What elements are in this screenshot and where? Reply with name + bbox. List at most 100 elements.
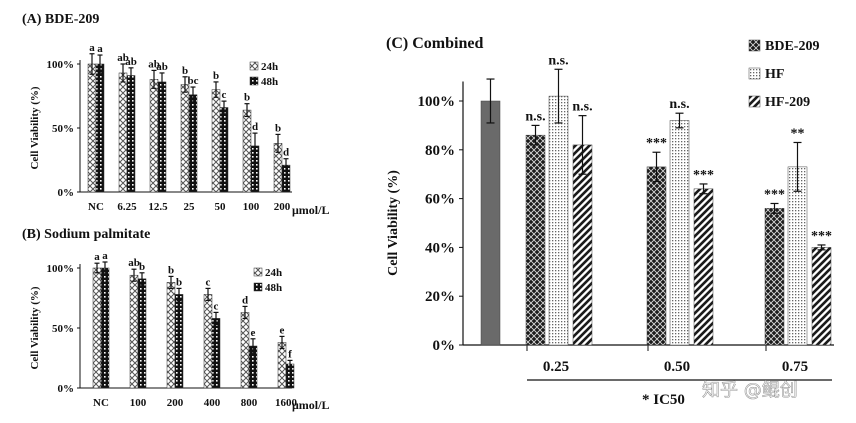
significance-label: d [283,147,289,159]
significance-label: e [280,324,285,336]
significance-label: ab [117,52,129,64]
x-tick-label: NC [88,201,104,213]
bar [277,342,287,389]
significance-label: b [244,92,250,104]
bar [166,282,176,389]
y-tick-label: 100% [47,59,75,71]
bar [525,134,546,346]
x-tick-label: 400 [204,397,221,409]
x-tick-label: 800 [241,397,258,409]
bar [137,278,147,389]
y-tick-label: 0% [433,338,456,354]
x-tick-label: 100 [243,201,260,213]
panel-a-ylabel: Cell Viability (%) [29,86,41,169]
bar [118,72,128,193]
y-tick-label: 100% [418,94,456,110]
panel-c-xlabel: * IC50 [642,392,685,408]
x-tick-label: 50 [215,201,227,213]
significance-label: b [139,261,145,273]
bar [548,95,569,346]
y-tick-label: 60% [425,192,455,208]
panel-a-xunit: μmol/L [292,203,329,217]
significance-label: *** [764,187,785,202]
y-tick-label: 40% [425,240,455,256]
x-tick-label: 25 [184,201,196,213]
bar [180,84,190,193]
x-tick-label: 200 [167,397,184,409]
significance-label: n.s. [548,53,568,68]
bar [572,144,593,346]
significance-label: b [182,65,188,77]
significance-label: *** [693,168,714,183]
bar [211,318,221,389]
significance-label: a [89,42,95,54]
significance-label: n.s. [572,100,592,115]
bar [240,312,250,389]
y-tick-label: 0% [58,187,75,199]
significance-label: d [252,121,258,133]
legend-label: BDE-209 [765,39,819,54]
y-tick-label: 0% [58,383,75,395]
legend-label: 48h [261,76,278,88]
significance-label: a [102,250,108,262]
significance-label: b [176,276,182,288]
bar [787,166,808,346]
legend-swatch [249,61,259,71]
x-tick-label: 0.50 [664,359,690,375]
legend-swatch [748,39,761,52]
bar [126,75,136,193]
x-tick-label: NC [93,397,109,409]
bar [203,294,213,389]
bar [646,166,667,346]
legend-swatch [253,267,263,277]
x-tick-label: 200 [274,201,291,213]
significance-label: c [222,89,227,101]
significance-label: b [168,264,174,276]
bar [100,267,110,389]
significance-label: b [213,70,219,82]
y-tick-label: 80% [425,143,455,159]
bar [211,89,221,193]
x-tick-label: 6.25 [117,201,137,213]
bar [129,274,139,389]
significance-label: ab [148,58,160,70]
y-tick-label: 100% [47,263,75,275]
legend-swatch [253,282,263,292]
significance-label: n.s. [525,109,545,124]
panel-b-ylabel: Cell Viability (%) [29,286,41,369]
legend-label: HF-209 [765,95,810,110]
significance-label: *** [811,229,832,244]
significance-label: ab [125,56,137,68]
bar [219,107,229,193]
bar [149,79,159,193]
x-tick-label: 100 [130,397,147,409]
significance-label: ** [791,126,805,141]
legend-swatch [748,95,761,108]
bar [188,94,198,193]
legend-label: 24h [261,61,278,73]
significance-label: n.s. [669,97,689,112]
panel-a-title: (A) BDE-209 [22,12,99,27]
y-tick-label: 50% [52,323,74,335]
y-tick-label: 50% [52,123,74,135]
x-tick-label: 0.25 [543,359,569,375]
significance-label: ab [156,61,168,73]
panel-b-title: (B) Sodium palmitate [22,227,150,242]
x-tick-label: 12.5 [148,201,168,213]
legend-swatch [748,67,761,80]
significance-label: c [206,276,211,288]
significance-label: ab [128,257,140,269]
legend-label: 24h [265,267,282,279]
bar [174,294,184,389]
panel-c-ylabel: Cell Viability (%) [386,170,401,276]
bar [669,120,690,346]
watermark: 知乎 @鲲创 [702,380,798,401]
significance-label: f [288,348,292,360]
x-tick-label: 1600 [275,397,298,409]
bar [87,63,97,193]
bar [811,247,832,346]
significance-label: e [251,327,256,339]
y-tick-label: 20% [425,289,455,305]
legend-label: HF [765,67,784,82]
